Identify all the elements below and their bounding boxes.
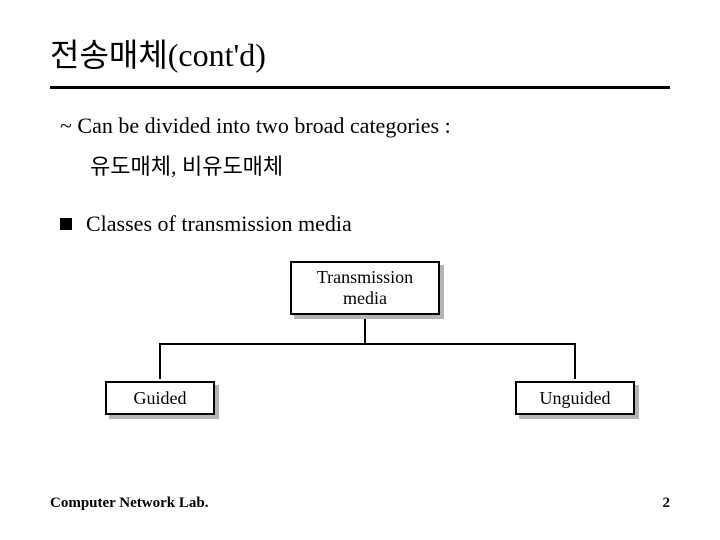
- connector: [574, 343, 576, 379]
- node-unguided: Unguided: [515, 381, 635, 415]
- slide: 전송매체(cont'd) ~ Can be divided into two b…: [0, 0, 720, 540]
- footer-lab: Computer Network Lab.: [50, 495, 208, 512]
- node-transmission-media: Transmission media: [290, 261, 440, 315]
- connector: [159, 343, 574, 345]
- bullet-icon: [60, 218, 72, 230]
- connector: [159, 343, 161, 379]
- page-number: 2: [663, 495, 671, 512]
- diagram: Transmission media Guided Unguided: [85, 261, 645, 421]
- bullet-text: Classes of transmission media: [86, 211, 352, 237]
- body: ~ Can be divided into two broad categori…: [50, 113, 670, 421]
- node-guided: Guided: [105, 381, 215, 415]
- connector: [364, 319, 366, 343]
- page-title: 전송매체(cont'd): [50, 30, 670, 89]
- footer: Computer Network Lab. 2: [50, 495, 670, 512]
- bullet-item: Classes of transmission media: [60, 211, 670, 237]
- text-categories: ~ Can be divided into two broad categori…: [60, 113, 670, 139]
- text-subcategories: 유도매체, 비유도매체: [90, 149, 670, 181]
